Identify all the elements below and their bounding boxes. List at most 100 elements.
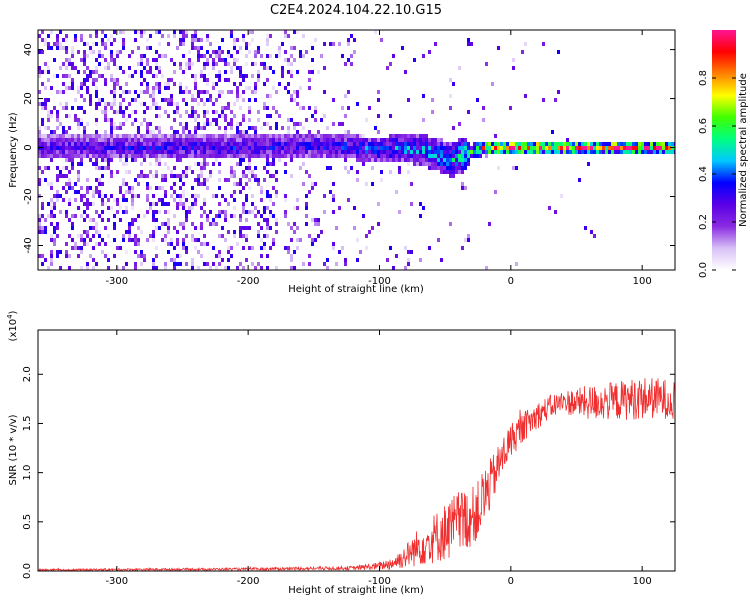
spectrogram-cell <box>62 126 65 130</box>
spectrogram-cell <box>197 122 200 126</box>
spectrogram-cell <box>158 186 161 190</box>
spectrogram-cell <box>254 142 257 146</box>
spectrogram-cell <box>140 150 143 154</box>
spectrogram-cell <box>200 142 203 146</box>
spectrogram-cell <box>170 154 173 158</box>
spectrogram-cell <box>218 94 221 98</box>
spectrogram-cell <box>449 166 452 170</box>
spectrogram-cell <box>143 146 146 150</box>
spectrogram-cell <box>179 62 182 66</box>
spectrogram-cell <box>227 78 230 82</box>
spectrogram-cell <box>179 222 182 226</box>
spectrogram-cell <box>56 194 59 198</box>
spectrogram-cell <box>593 150 596 154</box>
spectrogram-cell <box>272 134 275 138</box>
spectrogram-cell <box>203 150 206 154</box>
spectrogram-cell <box>278 150 281 154</box>
spectrogram-cell <box>428 154 431 158</box>
spectrogram-cell <box>101 38 104 42</box>
spectrogram-cell <box>251 74 254 78</box>
spectrogram-cell <box>455 170 458 174</box>
spectrogram-cell <box>251 210 254 214</box>
spectrogram-cell <box>275 194 278 198</box>
spectrogram-cell <box>62 146 65 150</box>
spectrogram-cell <box>59 66 62 70</box>
spectrogram-cell <box>284 142 287 146</box>
spectrogram-cell <box>233 42 236 46</box>
spectrogram-cell <box>308 234 311 238</box>
spectrogram-cell <box>494 142 497 146</box>
spectrogram-cell <box>146 142 149 146</box>
spectrogram-cell <box>56 74 59 78</box>
spectrogram-cell <box>323 194 326 198</box>
spectrogram-cell <box>461 158 464 162</box>
spectrogram-cell <box>263 134 266 138</box>
spectrogram-cell <box>335 134 338 138</box>
spectrogram-cell <box>266 222 269 226</box>
spectrogram-cell <box>206 178 209 182</box>
spectrogram-cell <box>293 90 296 94</box>
spectrogram-cell <box>497 146 500 150</box>
spectrogram-cell <box>56 110 59 114</box>
spectrogram-cell <box>167 78 170 82</box>
spectrogram-cell <box>155 162 158 166</box>
spectrogram-cell <box>50 110 53 114</box>
spectrogram-cell <box>215 138 218 142</box>
spectrogram-cell <box>269 94 272 98</box>
spectrogram-cell <box>170 102 173 106</box>
spectrogram-cell <box>269 174 272 178</box>
spectrogram-cell <box>641 146 644 150</box>
spectrogram-cell <box>257 230 260 234</box>
spectrogram-cell <box>95 230 98 234</box>
spectrogram-cell <box>248 158 251 162</box>
spectrogram-cell <box>425 138 428 142</box>
spectrogram-cell <box>293 142 296 146</box>
spectrogram-cell <box>290 226 293 230</box>
spectrogram-cell <box>191 146 194 150</box>
spectrogram-cell <box>41 30 44 34</box>
spectrogram-cell <box>257 50 260 54</box>
spectrogram-cell <box>209 266 212 270</box>
spectrogram-cell <box>38 102 41 106</box>
spectrogram-cell <box>263 146 266 150</box>
spectrogram-cell <box>443 142 446 146</box>
spectrogram-cell <box>143 254 146 258</box>
spectrogram-cell <box>308 262 311 266</box>
spectrogram-cell <box>257 178 260 182</box>
spectrogram-cell <box>599 142 602 146</box>
spectrogram-cell <box>191 262 194 266</box>
spectrogram-cell <box>65 86 68 90</box>
spectrogram-cell <box>92 70 95 74</box>
spectrogram-cell <box>338 42 341 46</box>
spectrogram-cell <box>362 150 365 154</box>
spectrogram-cell <box>191 142 194 146</box>
spectrogram-cell <box>281 154 284 158</box>
spectrogram-cell <box>296 102 299 106</box>
spectrogram-cell <box>437 158 440 162</box>
spectrogram-cell <box>53 58 56 62</box>
spectrogram-cell <box>290 46 293 50</box>
spectrogram-cell <box>239 226 242 230</box>
spectrogram-cell <box>179 90 182 94</box>
spectrogram-cell <box>146 86 149 90</box>
spectrogram-cell <box>146 150 149 154</box>
spectrogram-cell <box>170 142 173 146</box>
spectrogram-cell <box>311 218 314 222</box>
spectrogram-cell <box>443 170 446 174</box>
spectrogram-cell <box>416 138 419 142</box>
spectrogram-cell <box>452 142 455 146</box>
spectrogram-cell <box>296 70 299 74</box>
spectrogram-cell <box>449 174 452 178</box>
spectrogram-cell <box>206 78 209 82</box>
spectrogram-cell <box>356 258 359 262</box>
spectrogram-cell <box>293 58 296 62</box>
spectrogram-cell <box>230 122 233 126</box>
spectrogram-cell <box>431 158 434 162</box>
spectrogram-cell <box>89 134 92 138</box>
spectrogram-cell <box>74 142 77 146</box>
spectrogram-cell <box>572 150 575 154</box>
spectrogram-cell <box>188 130 191 134</box>
spectrogram-cell <box>419 146 422 150</box>
spectrogram-cell <box>407 146 410 150</box>
spectrogram-cell <box>260 150 263 154</box>
